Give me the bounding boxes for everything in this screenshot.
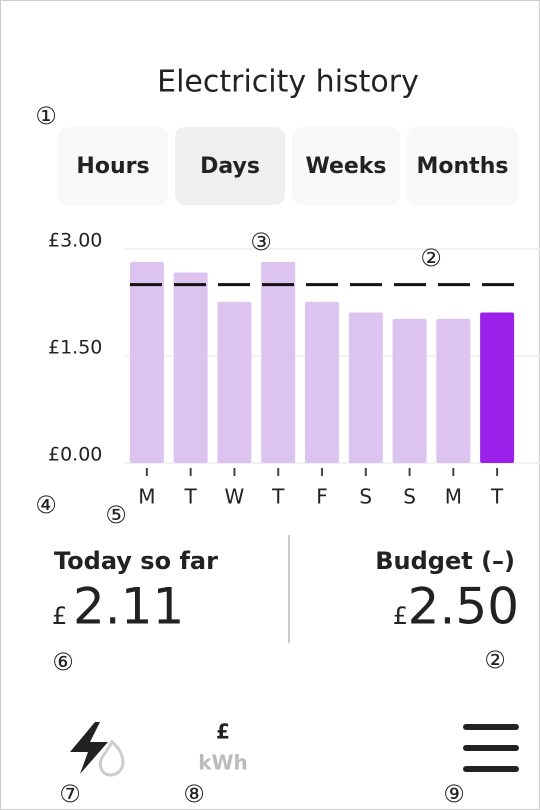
bar (129, 261, 164, 463)
bar (305, 301, 339, 463)
y-tick-label: £1.50 (48, 337, 102, 359)
tab[interactable] (175, 127, 285, 205)
bar (261, 261, 296, 463)
annotation: ② (420, 244, 442, 272)
budget-label: Budget (–) (375, 547, 515, 575)
unit-currency[interactable]: £ (216, 720, 230, 744)
bar (392, 318, 427, 463)
today-label: Today so far (54, 547, 218, 575)
tab[interactable] (292, 127, 400, 205)
x-tick-label: T (271, 485, 285, 509)
x-tick-label: T (184, 485, 198, 509)
annotation: ④ (35, 491, 57, 519)
annotation: ⑤ (105, 501, 127, 529)
tab-label[interactable]: Months (417, 154, 509, 179)
menu-line (463, 766, 519, 772)
annotation: ⑥ (52, 648, 74, 676)
annotation: ③ (250, 228, 272, 256)
today-currency: £ (52, 602, 67, 630)
x-tick-label: M (445, 485, 462, 509)
y-tick-label: £3.00 (48, 230, 102, 252)
x-tick-label: F (316, 485, 328, 509)
electricity-icon[interactable] (70, 722, 108, 774)
x-tick-label: W (225, 485, 245, 509)
annotation: ⑧ (183, 780, 205, 808)
x-tick-label: T (490, 485, 504, 509)
annotation: ② (484, 646, 506, 674)
y-tick-label: £0.00 (48, 444, 102, 466)
gas-icon[interactable] (98, 739, 125, 777)
menu-line (463, 724, 519, 730)
annotation: ⑦ (59, 780, 81, 808)
annotation: ⑨ (443, 780, 465, 808)
today-amount: 2.11 (73, 578, 184, 636)
menu-line (463, 745, 519, 751)
x-tick-label: S (359, 485, 372, 509)
bar (480, 312, 515, 463)
budget-currency: £ (393, 602, 408, 630)
bar (436, 318, 471, 463)
bar (173, 272, 208, 463)
menu-icon[interactable] (463, 724, 519, 772)
budget-amount: 2.50 (408, 578, 519, 636)
unit-energy[interactable]: kWh (198, 751, 248, 775)
bar (348, 312, 383, 463)
x-tick-label: S (403, 485, 416, 509)
tab[interactable] (407, 127, 518, 205)
x-tick-label: M (138, 485, 155, 509)
title: Electricity history (157, 65, 419, 100)
annotation: ① (35, 102, 57, 130)
tab[interactable] (58, 127, 168, 205)
bar (217, 301, 252, 463)
tab-label[interactable]: Hours (76, 154, 149, 179)
tab-label[interactable]: Weeks (305, 154, 386, 179)
tab-label[interactable]: Days (200, 154, 260, 179)
